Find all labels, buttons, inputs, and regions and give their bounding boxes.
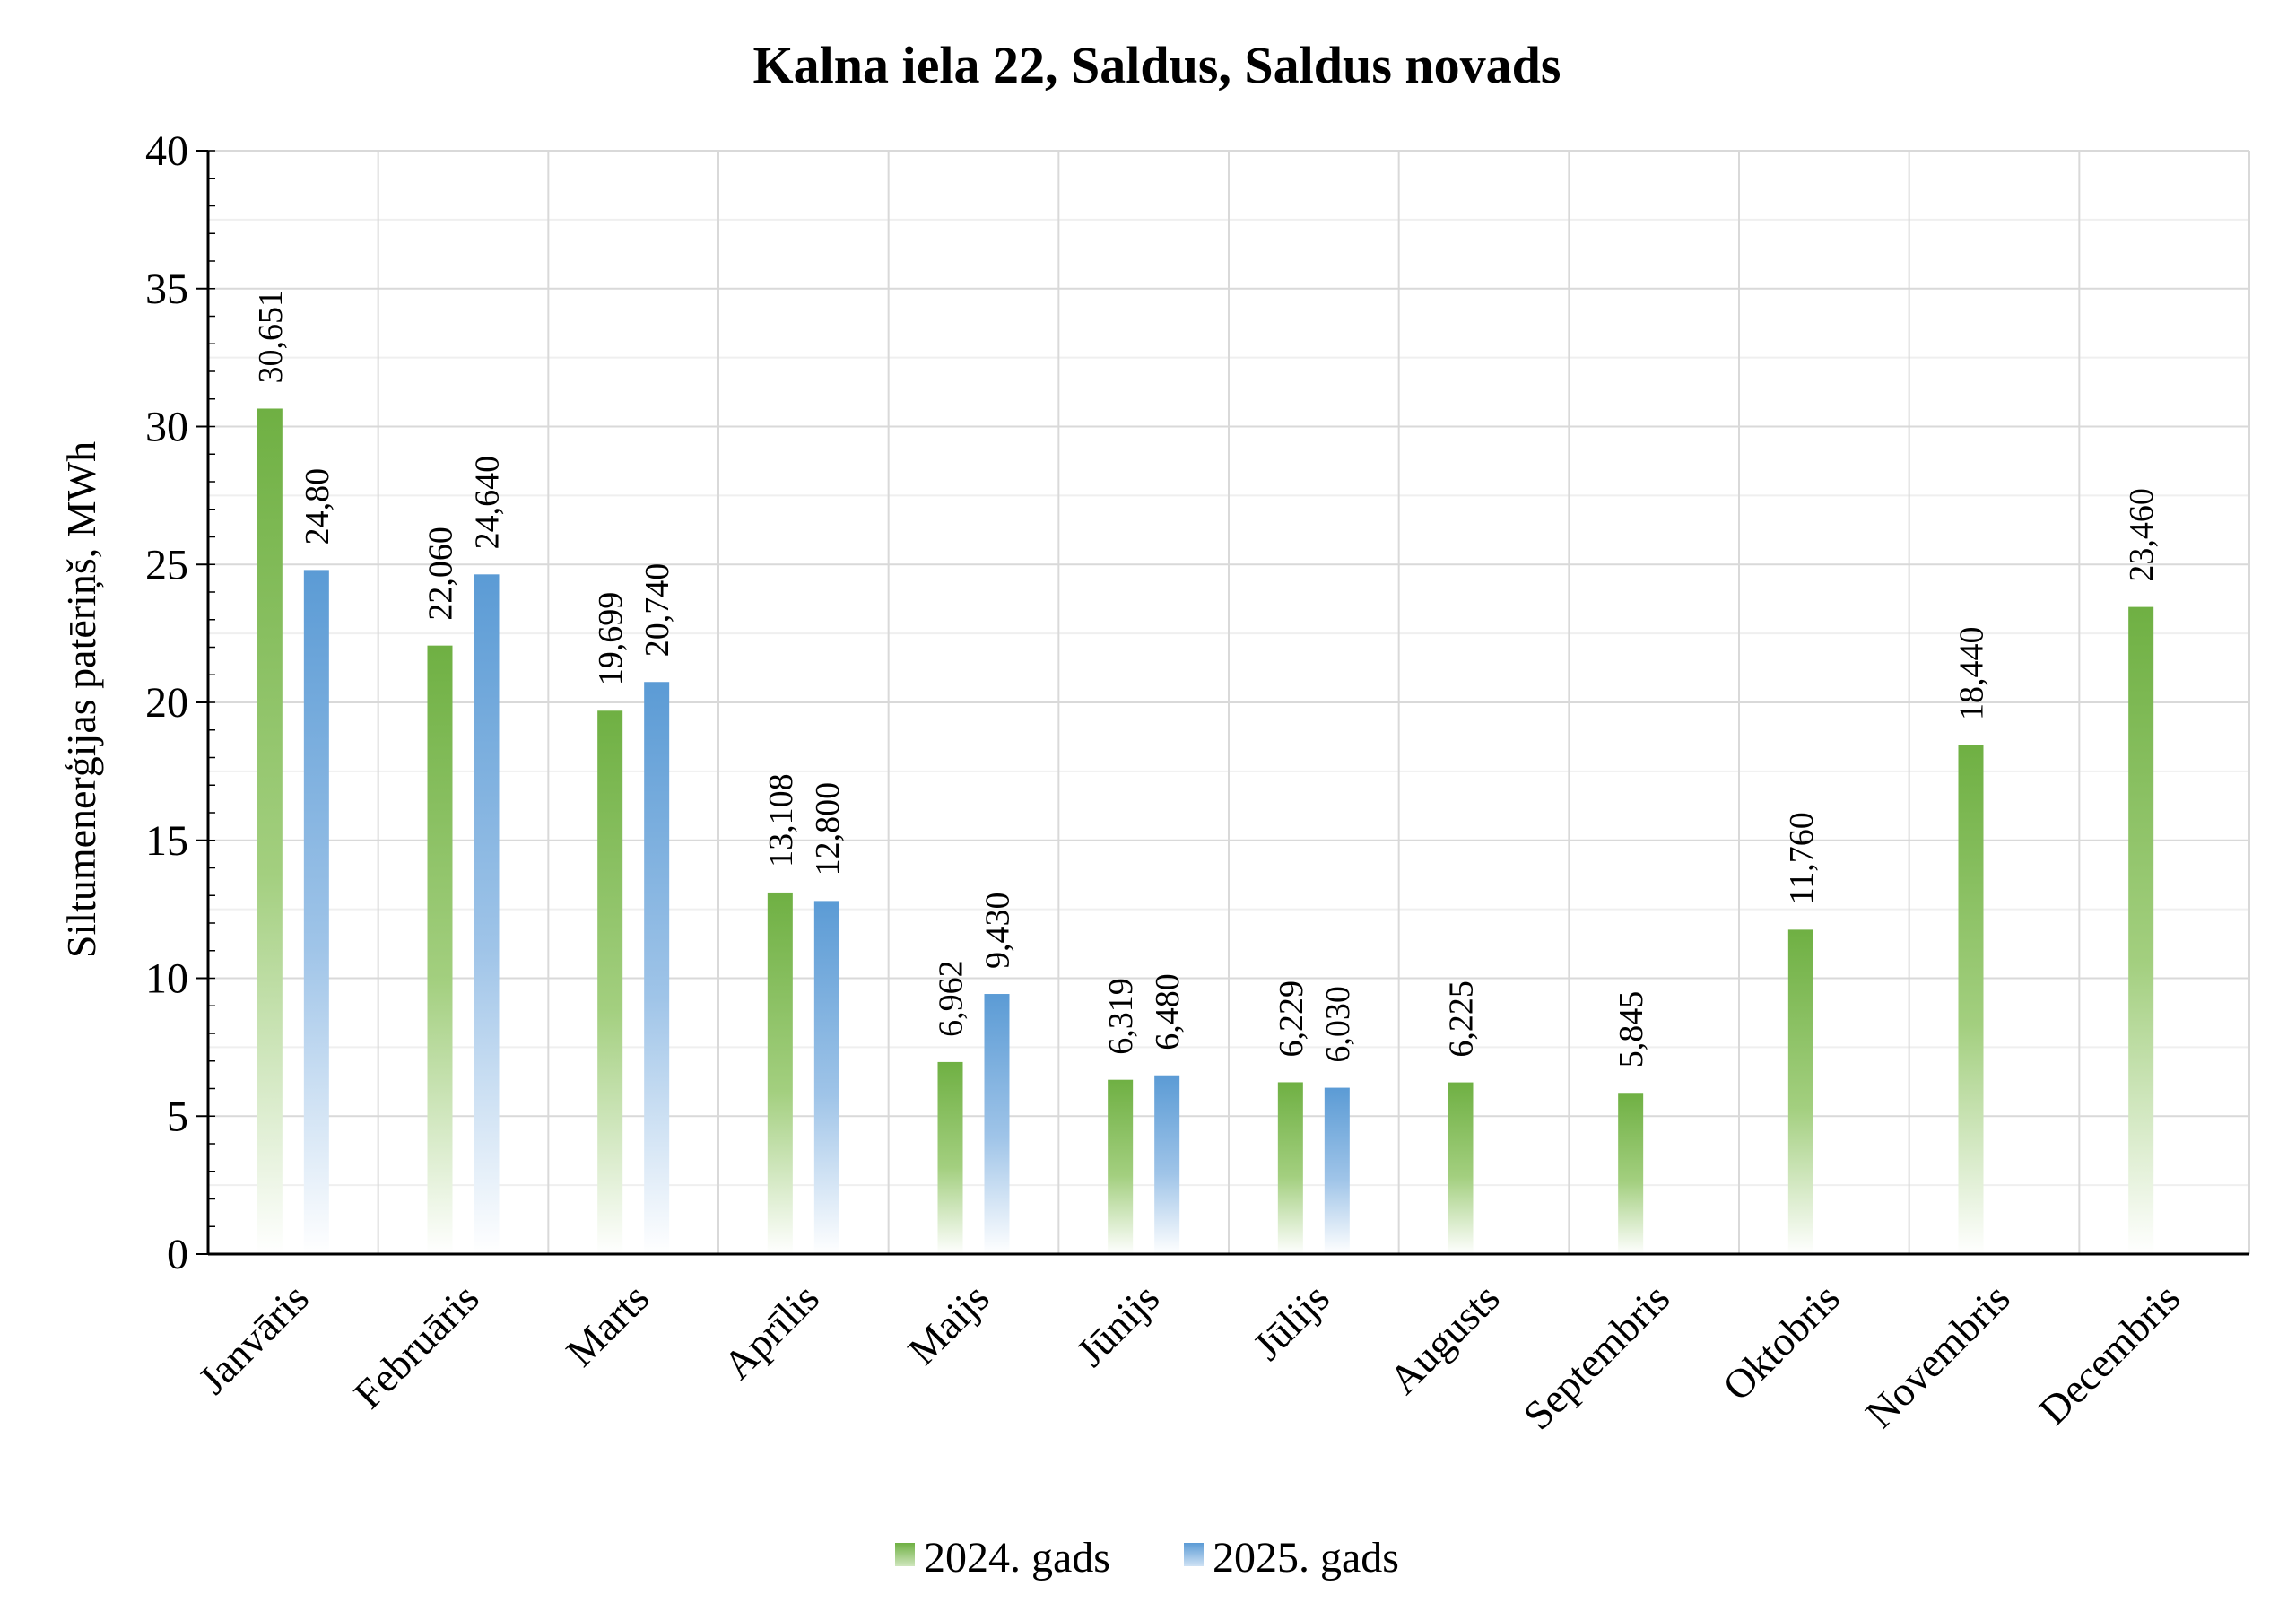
bar-2024-8: [1618, 1093, 1644, 1254]
bar-2024-6: [1277, 1082, 1303, 1254]
data-label: 6,030: [1319, 986, 1357, 1063]
legend-label-2025: 2025. gads: [1213, 1534, 1399, 1582]
y-tick-label: 40: [145, 127, 188, 175]
x-tick-label: Februāris: [345, 1275, 488, 1417]
data-label: 22,060: [422, 527, 460, 621]
legend-swatch-2024: [895, 1543, 915, 1566]
x-tick-label: Marts: [557, 1275, 657, 1375]
legend: 2024. gads 2025. gads: [895, 1534, 1399, 1582]
y-tick-label: 0: [167, 1231, 188, 1278]
data-label: 24,640: [469, 456, 507, 550]
bar-2025-1: [474, 574, 500, 1254]
data-label: 6,480: [1149, 973, 1187, 1050]
data-label: 9,430: [979, 893, 1017, 970]
data-label: 18,440: [1953, 626, 1991, 720]
data-label: 6,962: [933, 960, 970, 1037]
bar-2024-7: [1448, 1082, 1474, 1254]
x-tick-label: Jūlijs: [1244, 1275, 1338, 1369]
bar-2025-6: [1324, 1087, 1350, 1254]
axes: 0 5 10 15 20 25 30 35 40 Janvāris Februāris Marts Ap…: [145, 127, 2249, 1438]
y-tick-label: 35: [145, 266, 188, 313]
bar-2025-5: [1154, 1075, 1180, 1254]
bar-2025-2: [644, 682, 670, 1254]
data-label: 30,651: [252, 290, 290, 384]
x-tick-label: Janvāris: [189, 1275, 317, 1403]
y-tick-label: 25: [145, 541, 188, 588]
data-label: 24,80: [299, 468, 336, 545]
bar-2024-0: [257, 408, 283, 1254]
data-label: 19,699: [592, 592, 630, 686]
x-tick-label: Aprīlis: [714, 1275, 827, 1388]
x-tick-label: Septembris: [1515, 1275, 1678, 1438]
x-tick-label: Novembris: [1857, 1275, 2019, 1437]
y-tick-label: 20: [145, 679, 188, 727]
bar-2025-3: [813, 901, 839, 1254]
x-tick-label: Maijs: [899, 1275, 997, 1373]
bar-2025-4: [984, 994, 1010, 1254]
bar-2024-11: [2128, 606, 2154, 1254]
bar-2024-9: [1787, 929, 1813, 1254]
x-tick-label: Jūnijs: [1067, 1275, 1168, 1375]
x-tick-label: Augusts: [1380, 1275, 1509, 1403]
data-label: 6,225: [1443, 980, 1481, 1058]
legend-label-2024: 2024. gads: [924, 1534, 1110, 1582]
bars: [257, 408, 2154, 1254]
bar-2024-3: [767, 892, 793, 1254]
bar-2024-1: [427, 645, 453, 1254]
data-label: 20,740: [639, 563, 676, 658]
bar-2025-0: [303, 570, 329, 1254]
y-tick-label: 5: [167, 1093, 188, 1140]
data-label: 23,460: [2123, 488, 2161, 582]
legend-swatch-2025: [1184, 1543, 1204, 1566]
y-tick-label: 30: [145, 404, 188, 451]
y-axis-label: Siltumenerģijas patēriņš, MWh: [58, 441, 104, 958]
data-label: 6,319: [1102, 978, 1140, 1055]
x-tick-label: Decembris: [2030, 1275, 2188, 1433]
y-tick-label: 15: [145, 817, 188, 865]
y-tick-label: 10: [145, 955, 188, 1003]
data-label: 5,845: [1613, 991, 1650, 1068]
data-label: 6,229: [1273, 980, 1310, 1058]
bar-2024-10: [1958, 745, 1984, 1254]
bar-2024-4: [937, 1061, 963, 1254]
gridlines: [208, 150, 2250, 1254]
bar-2024-5: [1108, 1079, 1134, 1254]
data-label: 12,800: [809, 782, 847, 876]
bar-2024-2: [597, 710, 623, 1254]
data-label: 11,760: [1783, 812, 1821, 904]
chart-title: Kalna iela 22, Saldus, Saldus novads: [753, 36, 1561, 94]
data-label: 13,108: [762, 773, 800, 867]
x-tick-label: Oktobris: [1714, 1275, 1848, 1409]
